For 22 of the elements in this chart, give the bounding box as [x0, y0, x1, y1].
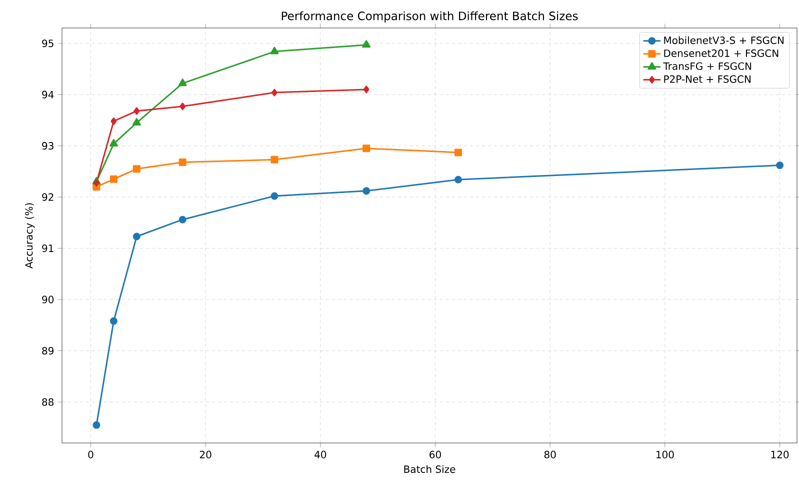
- y-tick-label: 95: [42, 40, 54, 48]
- y-tick-label: 91: [42, 244, 54, 252]
- y-tick-label: 90: [42, 296, 54, 304]
- x-tick-label: 40: [314, 450, 326, 458]
- legend-label: TransFG + FSGCN: [663, 62, 752, 70]
- x-tick-label: 80: [544, 450, 556, 458]
- y-tick-label: 93: [42, 142, 54, 150]
- x-tick-label: 100: [656, 450, 674, 458]
- y-tick-label: 89: [42, 346, 54, 355]
- legend-label: P2P-Net + FSGCN: [664, 75, 750, 83]
- chart-title: Performance Comparison with Different Batch Sizes: [282, 11, 578, 22]
- y-tick-label: 94: [42, 90, 54, 98]
- x-tick-label: 0: [88, 450, 94, 458]
- x-tick-label: 120: [771, 450, 789, 458]
- y-axis-title: Accuracy (%): [24, 203, 35, 268]
- x-tick-label: 60: [430, 450, 441, 458]
- legend-label: MobilenetV3-S + FSGCN: [664, 36, 784, 44]
- x-tick-label: 20: [200, 450, 212, 458]
- y-tick-label: 88: [42, 398, 54, 406]
- x-axis-title: Batch Size: [404, 465, 456, 473]
- y-tick-label: 92: [42, 193, 54, 201]
- legend-label: Densenet201 + FSGCN: [664, 49, 778, 57]
